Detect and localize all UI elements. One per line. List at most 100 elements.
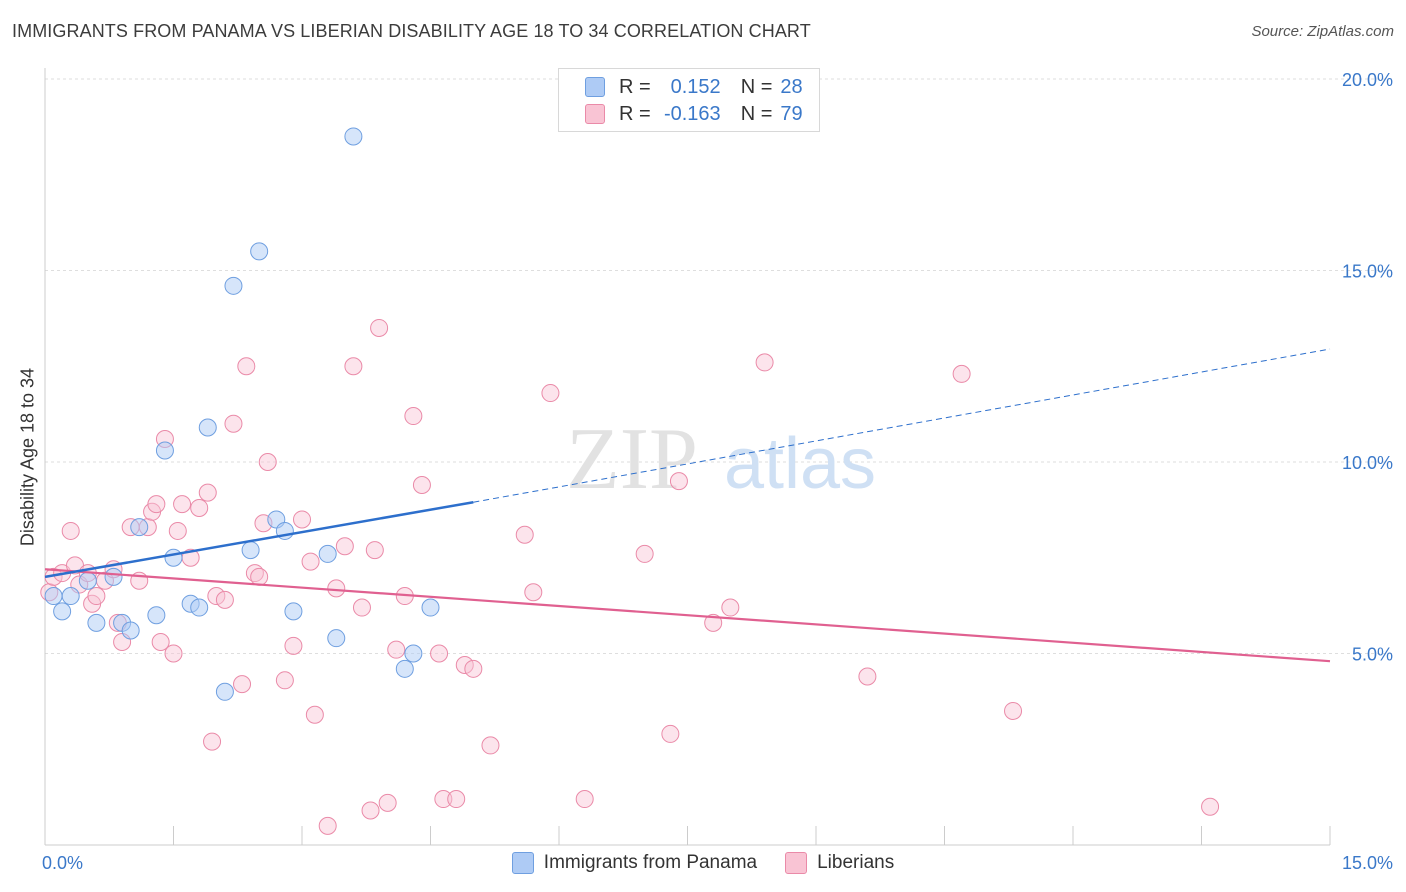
liberian-swatch xyxy=(585,104,605,124)
liberian-point xyxy=(541,384,560,403)
panama-point xyxy=(130,518,149,537)
watermark-zip: ZIP xyxy=(566,411,698,508)
panama-point xyxy=(44,587,63,606)
liberian-point xyxy=(635,544,654,563)
panama-point xyxy=(164,548,183,567)
r-value: -0.163 xyxy=(663,102,721,125)
panama-point xyxy=(250,242,269,261)
liberian-point xyxy=(575,790,594,809)
liberian-point xyxy=(721,598,740,617)
liberian-point xyxy=(327,579,346,598)
liberian-point xyxy=(164,644,183,663)
liberian-point xyxy=(387,640,406,659)
panama-point xyxy=(241,541,260,560)
liberian-point xyxy=(370,318,389,337)
stats-legend: R = 0.152 N = 28 R = -0.163 N = 79 xyxy=(558,68,820,132)
liberian-point xyxy=(455,655,474,674)
panama-point xyxy=(190,598,209,617)
liberian-point xyxy=(224,414,243,433)
panama-point xyxy=(284,602,303,621)
liberian-point xyxy=(173,495,192,514)
liberian-point xyxy=(203,732,222,751)
liberian-point xyxy=(952,364,971,383)
y-tick-label: 15.0% xyxy=(1342,262,1393,282)
liberian-point xyxy=(237,357,256,376)
liberian-point xyxy=(1004,701,1023,720)
liberian-point xyxy=(524,583,543,602)
liberian-point xyxy=(151,633,170,652)
liberian-point xyxy=(344,357,363,376)
r-label: R = xyxy=(619,102,651,125)
liberian-point xyxy=(168,521,187,540)
panama-point xyxy=(155,441,174,460)
r-label: R = xyxy=(619,75,651,98)
panama-point xyxy=(395,659,414,678)
liberian-point xyxy=(755,353,774,372)
chart-title: IMMIGRANTS FROM PANAMA VS LIBERIAN DISAB… xyxy=(12,21,811,41)
r-value: 0.152 xyxy=(670,75,721,98)
liberian-point xyxy=(858,667,877,686)
legend-row-panama: R = 0.152 N = 28 xyxy=(585,74,803,100)
legend-item-liberian: Liberians xyxy=(785,852,894,874)
liberian-point xyxy=(293,510,311,529)
panama-point xyxy=(327,629,346,648)
liberian-point xyxy=(284,636,303,655)
liberian-point xyxy=(365,541,384,560)
liberian-point xyxy=(661,724,680,743)
liberian-point xyxy=(87,587,106,606)
legend-label-panama: Immigrants from Panama xyxy=(543,852,758,873)
panama-swatch xyxy=(511,852,534,874)
n-label: N = xyxy=(740,75,773,98)
legend-row-liberian: R = -0.163 N = 79 xyxy=(585,101,803,127)
liberian-point xyxy=(215,590,234,609)
liberian-point xyxy=(301,552,320,571)
liberian-point xyxy=(447,790,466,809)
legend-item-panama: Immigrants from Panama xyxy=(511,852,758,874)
liberian-point xyxy=(378,793,397,812)
legend-label-liberian: Liberians xyxy=(817,852,895,873)
panama-point xyxy=(121,621,140,640)
liberian-point xyxy=(412,475,431,494)
liberian-point xyxy=(434,790,453,809)
panama-point xyxy=(78,571,97,590)
liberian-point xyxy=(61,521,80,540)
liberian-point xyxy=(258,453,277,471)
liberian-trend-line xyxy=(44,568,1331,663)
panama-point xyxy=(404,644,423,663)
liberian-point xyxy=(198,483,217,502)
y-tick-label: 10.0% xyxy=(1342,453,1393,473)
panama-point xyxy=(224,276,243,295)
liberian-point xyxy=(233,675,252,694)
panama-point xyxy=(104,567,123,586)
panama-point xyxy=(344,127,363,146)
x-tick-label: 0.0% xyxy=(42,853,83,873)
panama-point xyxy=(421,598,440,617)
liberian-point xyxy=(481,736,500,755)
series-legend: Immigrants from Panama Liberians xyxy=(0,852,1406,874)
panama-point xyxy=(147,606,166,625)
liberian-point xyxy=(669,472,688,491)
panama-trend-extension xyxy=(473,348,1331,503)
liberian-point xyxy=(305,705,324,724)
y-tick-label: 5.0% xyxy=(1352,645,1393,665)
liberian-point xyxy=(275,671,294,690)
panama-point xyxy=(198,418,217,437)
liberian-point xyxy=(361,801,380,820)
liberian-point xyxy=(464,659,483,678)
liberian-point xyxy=(515,525,534,544)
liberian-point xyxy=(190,498,209,517)
liberian-point xyxy=(1201,797,1220,816)
panama-point xyxy=(61,587,80,606)
liberian-swatch xyxy=(785,852,808,874)
liberian-point xyxy=(704,613,723,632)
n-label: N = xyxy=(740,102,773,125)
liberian-point xyxy=(147,495,166,514)
liberian-point xyxy=(335,537,354,556)
panama-trend-line xyxy=(44,500,474,579)
n-value: 79 xyxy=(780,102,803,125)
x-tick-label: 15.0% xyxy=(1342,853,1393,873)
liberian-point xyxy=(207,587,226,606)
watermark-atlas: atlas xyxy=(724,424,876,504)
liberian-point xyxy=(250,567,269,586)
